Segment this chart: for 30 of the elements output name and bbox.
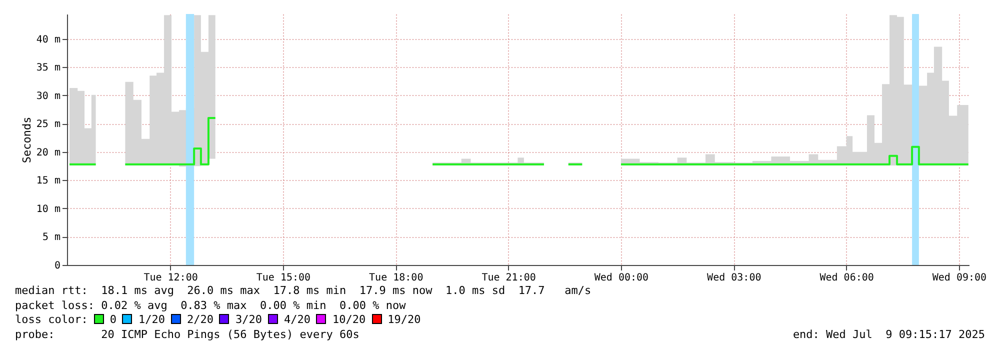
x-tick-label: Tue 21:00 — [482, 272, 536, 284]
text: 4/20 — [284, 313, 310, 326]
text: 3/20 — [235, 313, 262, 326]
y-tick-label: 0 — [54, 260, 60, 272]
y-tick-label: 20 m — [36, 147, 60, 158]
text: 10/20 — [332, 313, 366, 326]
y-axis-title: Seconds — [20, 116, 34, 164]
x-tick-label: Tue 15:00 — [256, 272, 311, 284]
text: 2/20 — [186, 313, 214, 326]
text: 19/20 — [388, 313, 421, 326]
x-tick-label: Wed 09:00 — [932, 272, 987, 284]
x-tick-label: Tue 12:00 — [144, 272, 198, 284]
y-tick-label: 5 m — [42, 232, 60, 244]
y-tick-label: 10 m — [36, 204, 60, 215]
text: 1/20 — [138, 313, 165, 326]
text: packet loss: 0.02 % avg 0.83 % max 0.00 % min 0.00 % now — [15, 298, 407, 313]
y-tick-label: 15 m — [36, 176, 60, 187]
text: probe: 20 ICMP Echo Pings (56 Bytes) every 60s — [15, 328, 360, 340]
x-tick-label: Wed 03:00 — [707, 272, 762, 284]
y-tick-label: 40 m — [36, 34, 60, 46]
x-tick-label: Wed 06:00 — [820, 272, 874, 284]
text: median rtt: 18.1 ms avg 26.0 ms max 17.8 ms min 17.9 ms now 1.0 ms sd 17.7 am/s — [15, 284, 592, 298]
y-tick-label: 25 m — [36, 119, 60, 130]
y-tick-label: 35 m — [36, 62, 60, 74]
x-tick-label: Tue 18:00 — [369, 272, 424, 284]
text: loss color: — [15, 313, 88, 326]
y-tick-label: 30 m — [36, 90, 60, 102]
text: 0 — [110, 313, 116, 326]
text: end: Wed Jul 9 09:15:17 2025 — [792, 328, 985, 342]
x-tick-label: Wed 00:00 — [594, 272, 649, 284]
